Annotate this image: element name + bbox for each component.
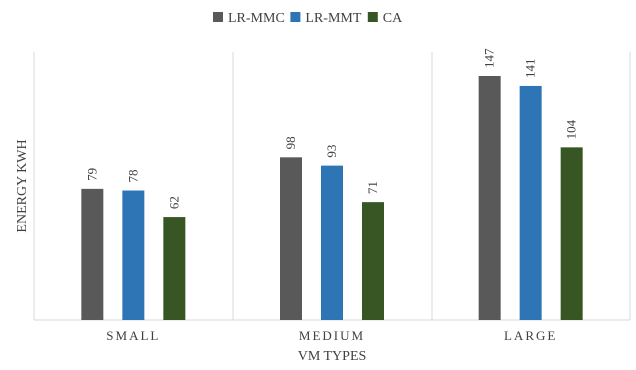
data-labels: 79 78 62 98 93 71 147 141 104 [84,48,578,209]
bar-lr-mmt-medium [321,165,343,320]
data-label: 104 [564,119,579,139]
bar-ca-large [560,147,583,320]
legend-label: LR-MMC [228,11,285,26]
data-label: 93 [324,145,339,158]
bar-lr-mmc-small [81,188,104,320]
legend-swatch [213,12,223,22]
data-label: 71 [365,181,380,194]
bar-ca-small [163,217,186,320]
x-axis-title: VM TYPES [298,349,367,364]
data-label: 147 [482,48,497,68]
bar-lr-mmc-medium [280,157,302,320]
legend-swatch [290,12,301,22]
data-label: 79 [84,168,99,181]
bar-lr-mmc-large [478,75,501,320]
bar-lr-mmt-large [519,85,542,320]
data-label: 141 [523,58,538,78]
data-label: 78 [125,170,140,183]
x-tick-label: LARGE [504,328,557,343]
y-axis-title: ENERGY KWH [15,139,30,232]
bar-lr-mmt-small [122,190,145,320]
legend-label: CA [383,11,403,26]
bar-ca-medium [362,202,384,320]
legend-swatch [367,12,378,22]
bars [81,75,583,320]
x-tick-labels: SMALL MEDIUM LARGE [106,328,557,343]
data-label: 62 [166,196,181,209]
legend: LR-MMC LR-MMT CA [213,11,403,26]
data-label: 98 [283,136,298,149]
x-tick-label: SMALL [106,328,160,343]
x-tick-label: MEDIUM [299,328,365,343]
legend-label: LR-MMT [305,11,361,26]
